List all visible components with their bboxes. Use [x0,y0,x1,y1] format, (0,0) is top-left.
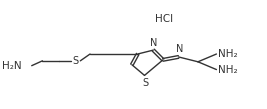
Text: S: S [142,78,148,88]
Text: N: N [176,44,183,54]
Text: S: S [72,56,78,66]
Text: H₂N: H₂N [2,61,22,71]
Text: NH₂: NH₂ [218,49,238,59]
Text: HCl: HCl [155,14,173,24]
Text: N: N [150,38,157,48]
Text: NH₂: NH₂ [218,65,238,75]
